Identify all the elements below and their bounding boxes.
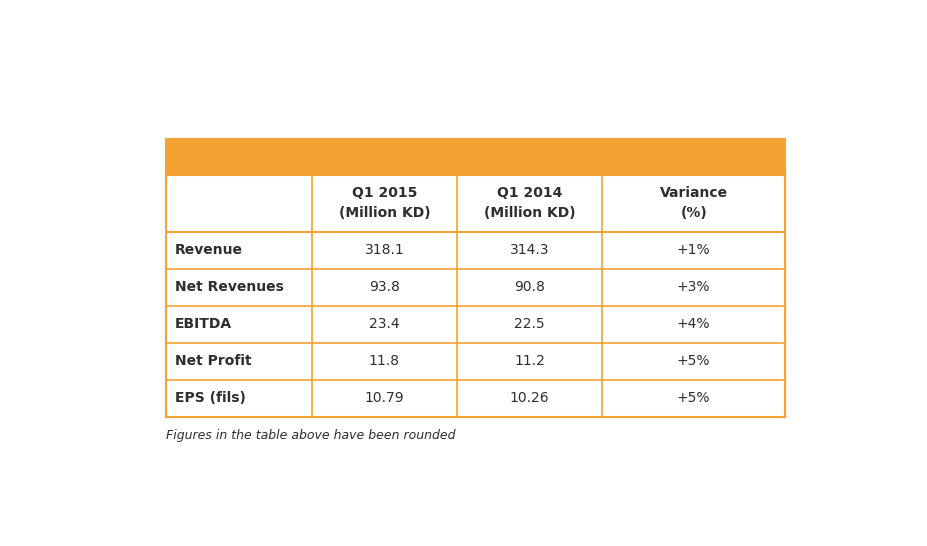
Text: Q1 2014
(Million KD): Q1 2014 (Million KD) [483, 186, 575, 220]
Text: +5%: +5% [676, 391, 709, 405]
Text: 318.1: 318.1 [364, 243, 404, 257]
Bar [166, 232, 784, 269]
Text: Q1 2015
(Million KD): Q1 2015 (Million KD) [338, 186, 430, 220]
Bar [166, 139, 784, 175]
Text: EBITDA: EBITDA [175, 317, 232, 331]
Text: 11.2: 11.2 [514, 354, 544, 368]
Text: 90.8: 90.8 [514, 280, 544, 294]
Text: Figures in the table above have been rounded: Figures in the table above have been rou… [166, 429, 455, 442]
Text: +4%: +4% [676, 317, 709, 331]
Text: Variance
(%): Variance (%) [659, 186, 727, 220]
Text: +1%: +1% [676, 243, 710, 257]
Text: Net Revenues: Net Revenues [175, 280, 284, 294]
Text: Revenue: Revenue [175, 243, 243, 257]
Text: 23.4: 23.4 [369, 317, 400, 331]
Text: 11.8: 11.8 [368, 354, 400, 368]
Bar [166, 379, 784, 417]
Text: Net Profit: Net Profit [175, 354, 251, 368]
Text: 22.5: 22.5 [514, 317, 544, 331]
Text: EPS (fils): EPS (fils) [175, 391, 246, 405]
Text: 314.3: 314.3 [510, 243, 549, 257]
Bar [166, 306, 784, 342]
Text: +3%: +3% [676, 280, 709, 294]
Bar [166, 342, 784, 379]
Text: +5%: +5% [676, 354, 709, 368]
Text: 10.79: 10.79 [364, 391, 404, 405]
Bar [166, 269, 784, 306]
Text: 93.8: 93.8 [369, 280, 400, 294]
Text: 10.26: 10.26 [509, 391, 549, 405]
